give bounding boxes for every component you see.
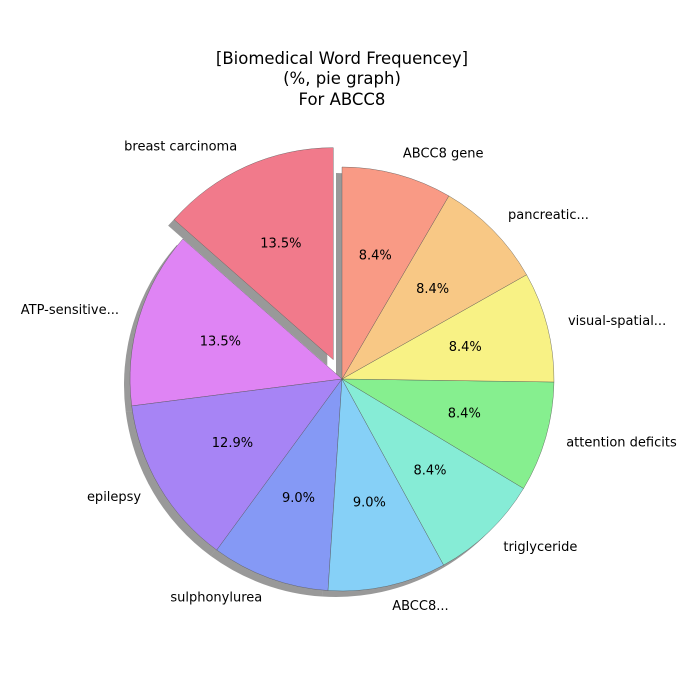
pct-label-attention-deficits: 8.4% — [448, 406, 481, 421]
slice-triglyceride — [341, 378, 524, 566]
slice-label-triglyceride: triglyceride — [503, 540, 577, 555]
slice-atp-sensitive — [129, 238, 343, 407]
pct-label-pancreatic: 8.4% — [416, 282, 449, 297]
chart-title-line-3: For ABCC8 — [299, 90, 386, 109]
pie-labels: 13.5% breast carcinoma 13.5% ATP-sensitive.… — [21, 140, 677, 615]
slice-breast-carcinoma — [173, 147, 334, 361]
pct-label-abcc8: 9.0% — [353, 496, 386, 511]
slice-label-sulphonylurea: sulphonylurea — [170, 591, 262, 606]
slice-attention-deficits — [341, 378, 555, 489]
slice-label-atp-sensitive: ATP-sensitive... — [21, 303, 119, 318]
pct-label-breast-carcinoma: 13.5% — [260, 236, 301, 251]
pct-label-atp-sensitive: 13.5% — [200, 334, 241, 349]
chart-title-line-1: [Biomedical Word Frequencey] — [216, 49, 468, 68]
pie-slices — [129, 147, 555, 592]
slice-epilepsy — [131, 378, 343, 551]
chart-title-line-2: (%, pie graph) — [283, 69, 401, 88]
slice-sulphonylurea — [216, 378, 343, 591]
slice-label-breast-carcinoma: breast carcinoma — [124, 140, 237, 155]
slice-label-abcc8: ABCC8... — [392, 599, 448, 614]
slice-label-visual-spatial: visual-spatial... — [568, 314, 666, 329]
slice-label-pancreatic: pancreatic... — [508, 208, 589, 223]
slice-visual-spatial — [341, 274, 555, 383]
pct-label-abcc8-gene: 8.4% — [359, 249, 392, 264]
slice-label-epilepsy: epilepsy — [87, 490, 141, 505]
pct-label-epilepsy: 12.9% — [212, 436, 253, 451]
pct-label-sulphonylurea: 9.0% — [282, 491, 315, 506]
slice-label-attention-deficits: attention deficits — [566, 436, 677, 451]
slice-label-abcc8-gene: ABCC8 gene — [403, 146, 484, 161]
slice-abcc8-gene — [341, 166, 450, 380]
slice-abcc8 — [327, 378, 444, 592]
pct-label-triglyceride: 8.4% — [413, 463, 446, 478]
slice-pancreatic — [341, 195, 527, 380]
pct-label-visual-spatial: 8.4% — [449, 340, 482, 355]
